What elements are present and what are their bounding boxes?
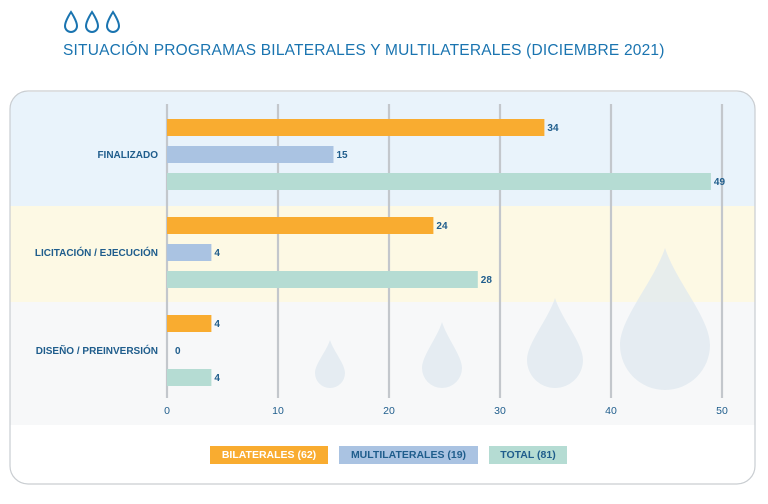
data-label: 49	[714, 177, 726, 188]
bar	[167, 217, 434, 234]
data-label: 34	[547, 123, 559, 134]
drop-icon	[315, 340, 345, 388]
drop-icon	[620, 248, 710, 390]
category-label: FINALIZADO	[97, 150, 158, 161]
category-label: DISEÑO / PREINVERSIÓN	[36, 344, 158, 357]
chart-frame	[9, 90, 756, 485]
legend-item: BILATERALES (62)	[210, 446, 328, 464]
x-tick-label: 30	[494, 405, 506, 417]
x-tick-label: 40	[605, 405, 617, 417]
chart-title: SITUACIÓN PROGRAMAS BILATERALES Y MULTIL…	[63, 42, 665, 59]
data-label: 28	[481, 275, 493, 286]
bar	[167, 271, 478, 288]
drop-icon	[527, 298, 583, 388]
category-label: LICITACIÓN / EJECUCIÓN	[35, 246, 158, 259]
decorative-drops	[315, 248, 710, 390]
category-labels: FINALIZADO LICITACIÓN / EJECUCIÓN DISEÑO /…	[35, 150, 158, 357]
bars: 34 15 49 24 4 28 4 0 4	[167, 119, 725, 386]
bar	[167, 244, 212, 261]
bar	[167, 173, 711, 190]
data-label: 24	[436, 221, 448, 232]
bar	[167, 315, 212, 332]
data-label: 4	[214, 248, 220, 259]
x-tick-label: 20	[383, 405, 395, 417]
drop-icon	[422, 322, 462, 388]
bar	[167, 119, 545, 136]
drop-icon	[105, 10, 121, 33]
drop-icon	[84, 10, 100, 33]
data-label: 4	[214, 373, 220, 384]
data-label: 15	[337, 150, 349, 161]
drop-icon	[63, 10, 79, 33]
legend: BILATERALES (62) MULTILATERALES (19) TOTAL…	[0, 446, 768, 466]
x-axis-ticks: 0 10 20 30 40 50	[164, 405, 728, 417]
legend-item: MULTILATERALES (19)	[339, 446, 478, 464]
data-label: 4	[214, 319, 220, 330]
water-drops-logo	[63, 10, 121, 33]
bar	[167, 146, 334, 163]
legend-item: TOTAL (81)	[489, 446, 567, 464]
data-label: 0	[175, 346, 181, 357]
x-tick-label: 50	[716, 405, 728, 417]
x-tick-label: 10	[272, 405, 284, 417]
x-tick-label: 0	[164, 405, 170, 417]
bar	[167, 369, 212, 386]
